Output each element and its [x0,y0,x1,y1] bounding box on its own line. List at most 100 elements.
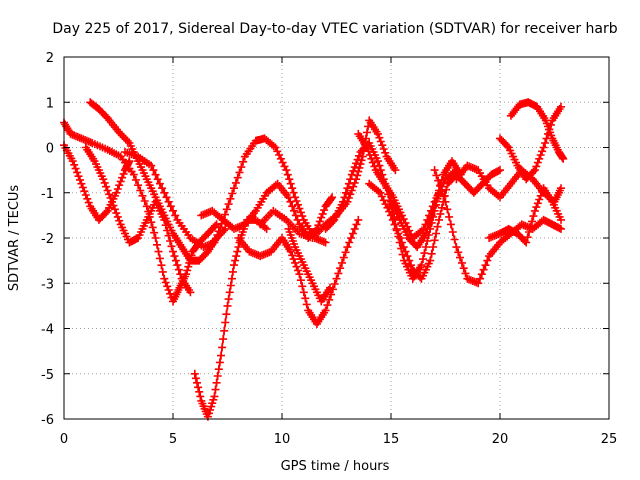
data-point-dense [392,224,401,233]
data-point [142,202,151,211]
data-point-dense [162,193,171,202]
data-point-dense [216,223,225,232]
data-point-dense [546,120,555,129]
data-point-dense [80,187,89,196]
data-point-dense [226,194,235,203]
data-point-dense [442,185,451,194]
data-point-dense [457,258,466,267]
data-point [557,215,565,224]
data-point-dense [529,212,538,221]
data-point-dense [157,261,166,270]
data-point-dense [436,181,445,190]
data-point-dense [427,249,436,258]
data-point [441,197,450,206]
data-point [326,283,334,292]
data-point-dense [352,159,361,168]
data-point-dense [388,215,397,224]
data-point [343,243,352,252]
data-point-dense [73,168,82,177]
data-point-dense [407,261,415,270]
data-point-dense [106,194,115,202]
data-point-dense [291,211,300,220]
data-point-dense [112,209,121,218]
data-point-dense [296,276,305,285]
data-point-dense [405,256,414,265]
series-sat-h [234,215,363,328]
data-point [284,193,293,202]
data-point [169,247,177,256]
data-point [339,197,347,206]
data-point-dense [376,137,385,146]
data-point-dense [116,177,125,186]
data-point [530,206,539,215]
data-point-dense [84,198,93,207]
data-point-dense [184,262,193,271]
data-point-dense [432,171,441,180]
data-point-dense [477,270,486,279]
data-point-dense [545,125,554,134]
data-point-dense [76,175,84,184]
data-point-dense [533,199,542,208]
data-point [328,193,337,202]
series-sat-s [387,157,465,252]
data-point-dense [288,202,297,211]
data-point-dense [349,166,358,175]
data-point-dense [327,194,336,203]
data-point-dense [222,205,231,214]
data-point [147,161,156,170]
data-point [151,234,160,242]
data-point-dense [379,145,388,153]
data-point-dense [227,274,236,283]
data-point [373,157,382,166]
data-point-dense [483,256,492,265]
data-point-dense [167,242,176,251]
data-point [557,184,565,193]
data-point [125,157,134,166]
data-point-dense [155,254,164,263]
data-point-dense [105,190,114,199]
data-point-dense [347,234,355,242]
data-point [108,197,116,206]
data-point [223,301,232,310]
data-point-dense [83,194,92,203]
data-point-dense [288,184,297,193]
data-point-dense [345,238,354,247]
data-point-dense [456,253,464,262]
data-point-dense [151,170,160,179]
data-point [186,288,195,297]
data-point-dense [352,220,361,229]
x-tick-label: 0 [60,432,68,447]
data-point-dense [296,208,305,217]
data-point-dense [215,358,224,367]
data-point-dense [317,213,326,222]
data-point-dense [436,209,445,218]
data-point-dense [379,196,388,205]
data-point-dense [450,235,459,244]
data-point [559,154,568,163]
data-point [363,143,371,152]
data-point-dense [405,226,414,235]
data-point-dense [435,186,443,195]
data-point-dense [158,267,167,276]
data-point-dense [290,206,298,215]
data-point-dense [529,167,538,176]
data-point-dense [231,178,240,187]
data-point-dense [536,151,545,159]
data-point-dense [433,222,442,231]
data-point [417,261,426,270]
data-point [210,238,219,247]
data-point-dense [285,175,294,184]
data-point-dense [295,204,304,213]
data-point-dense [171,256,180,265]
data-point-dense [228,267,237,276]
data-point [99,175,108,184]
data-point-dense [115,216,124,225]
data-point-dense [298,282,307,291]
y-tick-label: -6 [41,413,54,428]
data-point [387,211,395,220]
data-point-dense [396,234,405,242]
data-point-dense [355,151,363,160]
data-point-dense [169,206,177,215]
data-point-dense [183,266,192,275]
data-point-dense [286,197,295,206]
